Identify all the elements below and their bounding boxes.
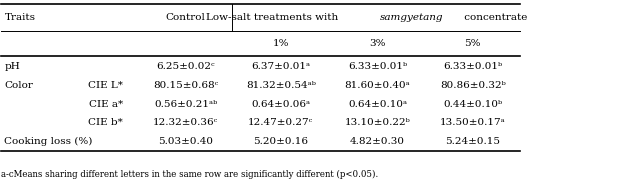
Text: 13.10±0.22ᵇ: 13.10±0.22ᵇ [345,118,410,127]
Text: 0.64±0.10ᵃ: 0.64±0.10ᵃ [348,100,407,109]
Text: 3%: 3% [370,39,386,48]
Text: 81.60±0.40ᵃ: 81.60±0.40ᵃ [345,81,410,90]
Text: Control: Control [166,13,205,22]
Text: 80.86±0.32ᵇ: 80.86±0.32ᵇ [440,81,506,90]
Text: pH: pH [4,62,20,71]
Text: samgyetang: samgyetang [379,13,443,22]
Text: Traits: Traits [4,13,35,22]
Text: 13.50±0.17ᵃ: 13.50±0.17ᵃ [440,118,506,127]
Text: 1%: 1% [273,39,289,48]
Text: 6.33±0.01ᵇ: 6.33±0.01ᵇ [443,62,502,71]
Text: 0.64±0.06ᵃ: 0.64±0.06ᵃ [251,100,310,109]
Text: 4.82±0.30: 4.82±0.30 [350,137,405,146]
Text: CIE a*: CIE a* [89,100,123,109]
Text: 5.24±0.15: 5.24±0.15 [445,137,500,146]
Text: 80.15±0.68ᶜ: 80.15±0.68ᶜ [153,81,218,90]
Text: a-cMeans sharing different letters in the same row are significantly different (: a-cMeans sharing different letters in th… [1,170,379,179]
Text: CIE L*: CIE L* [88,81,123,90]
Text: 81.32±0.54ᵃᵇ: 81.32±0.54ᵃᵇ [246,81,316,90]
Text: 6.37±0.01ᵃ: 6.37±0.01ᵃ [251,62,310,71]
Text: concentrate: concentrate [462,13,528,22]
Text: Cooking loss (%): Cooking loss (%) [4,137,93,146]
Text: 6.25±0.02ᶜ: 6.25±0.02ᶜ [156,62,215,71]
Text: 5.20±0.16: 5.20±0.16 [254,137,308,146]
Text: Low-salt treatments with: Low-salt treatments with [205,13,341,22]
Text: 0.44±0.10ᵇ: 0.44±0.10ᵇ [443,100,502,109]
Text: Color: Color [4,81,33,90]
Text: 6.33±0.01ᵇ: 6.33±0.01ᵇ [348,62,407,71]
Text: 5%: 5% [465,39,481,48]
Text: 12.32±0.36ᶜ: 12.32±0.36ᶜ [153,118,218,127]
Text: 12.47±0.27ᶜ: 12.47±0.27ᶜ [248,118,313,127]
Text: CIE b*: CIE b* [88,118,123,127]
Text: 5.03±0.40: 5.03±0.40 [158,137,213,146]
Text: 0.56±0.21ᵃᵇ: 0.56±0.21ᵃᵇ [154,100,217,109]
